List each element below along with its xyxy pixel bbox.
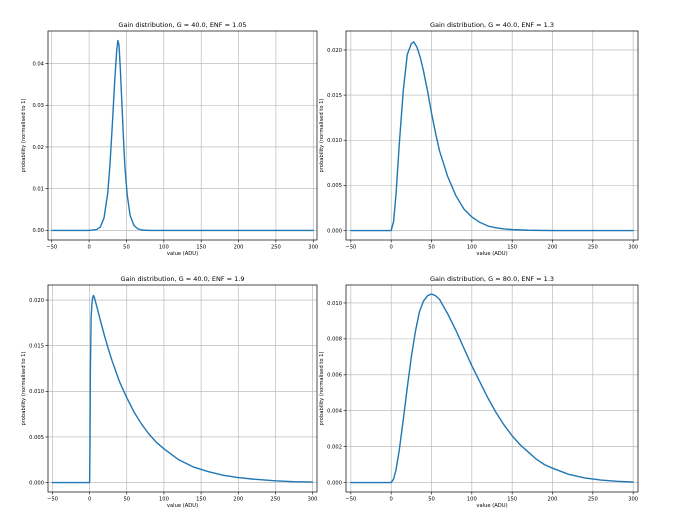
y-axis-label: probability (normalised to 1) bbox=[319, 99, 325, 173]
x-tick-label: 0 bbox=[390, 497, 393, 503]
x-tick-label: 300 bbox=[308, 497, 318, 503]
x-tick-label: 300 bbox=[628, 497, 638, 503]
series-line-1 bbox=[350, 293, 634, 484]
y-tick-label: 0.020 bbox=[29, 298, 44, 304]
y-tick-label: 0.020 bbox=[327, 48, 342, 54]
y-tick-label: 0.006 bbox=[327, 373, 342, 379]
x-tick-label: 100 bbox=[467, 497, 477, 503]
y-axis-label: probability (normalised to 1) bbox=[21, 352, 27, 426]
x-tick-label: 250 bbox=[271, 245, 281, 251]
y-tick-label: 0.02 bbox=[32, 145, 44, 151]
y-tick-label: 0.03 bbox=[32, 103, 44, 109]
y-tick-label: 0.015 bbox=[29, 343, 44, 349]
chart-title: Gain distribution, G = 40.0, ENF = 1.9 bbox=[120, 275, 244, 283]
axes-frame bbox=[345, 30, 639, 241]
x-tick-label: 50 bbox=[123, 245, 130, 251]
x-tick-label: 0 bbox=[87, 245, 90, 251]
x-axis-label: value (ADU) bbox=[476, 251, 507, 257]
chart-panel-1: −50 0 50 100 150 200 250 300 0.00 0.01 0.02 0.03 0.0… bbox=[21, 21, 318, 257]
x-tick-label: 100 bbox=[467, 245, 477, 251]
chart-title: Gain distribution, G = 40.0, ENF = 1.3 bbox=[430, 21, 554, 29]
y-tick-label: 0.004 bbox=[327, 409, 343, 415]
chart-panel-2: −50 0 50 100 150 200 250 300 0.000 0.005 0.010 0.01… bbox=[319, 21, 639, 257]
y-tick-label: 0.00 bbox=[32, 228, 44, 234]
y-tick-label: 0.000 bbox=[327, 480, 342, 486]
x-tick-label: 0 bbox=[390, 245, 393, 251]
y-tick-label: 0.010 bbox=[327, 301, 342, 307]
y-axis-label: probability (normalised to 1) bbox=[319, 352, 325, 426]
axes-frame bbox=[47, 284, 318, 493]
x-tick-label: 0 bbox=[88, 497, 91, 503]
y-tick-label: 0.005 bbox=[327, 183, 342, 189]
x-axis-label: value (ADU) bbox=[167, 251, 198, 257]
x-axis-label: value (ADU) bbox=[476, 503, 507, 509]
y-tick-label: 0.015 bbox=[327, 93, 342, 99]
y-tick-label: 0.000 bbox=[29, 480, 44, 486]
series-line-1 bbox=[51, 294, 314, 484]
chart-panel-4: −50 0 50 100 150 200 250 300 0.000 0.002 0.004 0.00… bbox=[319, 275, 639, 509]
x-tick-label: 50 bbox=[428, 497, 435, 503]
x-tick-label: −50 bbox=[345, 497, 356, 503]
x-tick-label: 50 bbox=[123, 497, 130, 503]
chart-title: Gain distribution, G = 40.0, ENF = 1.05 bbox=[118, 21, 246, 29]
y-tick-label: 0.002 bbox=[327, 444, 342, 450]
x-tick-label: 200 bbox=[234, 245, 244, 251]
x-tick-label: 150 bbox=[196, 245, 206, 251]
y-tick-label: 0.008 bbox=[327, 337, 342, 343]
x-tick-label: 150 bbox=[507, 245, 517, 251]
x-axis-label: value (ADU) bbox=[167, 503, 198, 509]
x-tick-label: 150 bbox=[507, 497, 517, 503]
x-tick-label: −50 bbox=[47, 497, 58, 503]
x-tick-label: 250 bbox=[588, 497, 598, 503]
chart-panel-3: −50 0 50 100 150 200 250 300 0.000 0.005 0.010 0.01… bbox=[21, 275, 317, 509]
series-line-1 bbox=[51, 39, 314, 232]
y-axis-label: probability (normalised to 1) bbox=[21, 99, 27, 173]
chart-title: Gain distribution, G = 80.0, ENF = 1.3 bbox=[430, 275, 554, 283]
series-line-1 bbox=[350, 41, 634, 232]
x-tick-label: 300 bbox=[308, 245, 318, 251]
y-tick-label: 0.005 bbox=[29, 435, 44, 441]
y-tick-label: 0.01 bbox=[32, 186, 44, 192]
axes-frame bbox=[47, 30, 318, 241]
x-tick-label: 200 bbox=[233, 497, 243, 503]
x-tick-label: 250 bbox=[270, 497, 280, 503]
x-tick-label: −50 bbox=[46, 245, 57, 251]
x-tick-label: 200 bbox=[548, 497, 558, 503]
x-tick-label: 50 bbox=[428, 245, 435, 251]
axes-frame bbox=[345, 284, 639, 493]
y-tick-label: 0.000 bbox=[327, 228, 342, 234]
x-tick-label: 100 bbox=[159, 497, 169, 503]
y-tick-label: 0.010 bbox=[29, 389, 44, 395]
x-tick-label: 300 bbox=[628, 245, 638, 251]
x-tick-label: 250 bbox=[588, 245, 598, 251]
y-tick-label: 0.010 bbox=[327, 138, 342, 144]
x-tick-label: 150 bbox=[196, 497, 206, 503]
x-tick-label: −50 bbox=[345, 245, 356, 251]
x-tick-label: 100 bbox=[159, 245, 169, 251]
x-tick-label: 200 bbox=[548, 245, 558, 251]
y-tick-label: 0.04 bbox=[32, 61, 44, 67]
